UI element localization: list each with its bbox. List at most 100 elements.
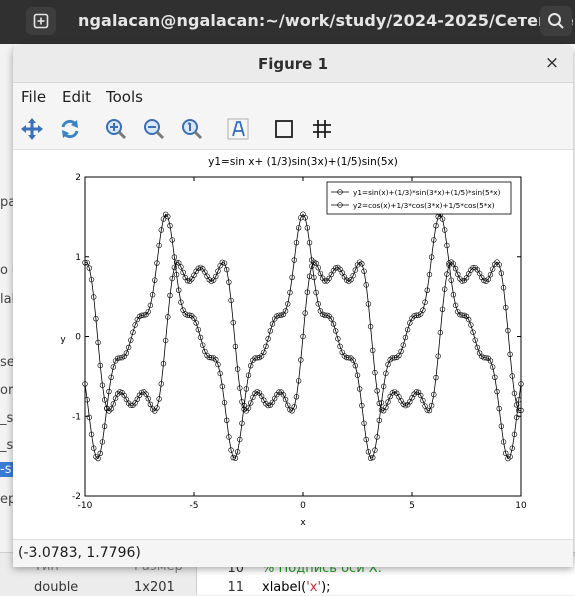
search-icon [548, 13, 564, 29]
data-point [470, 329, 476, 335]
legend-label: y2=cos(x)+1/3*cos(3*x)+1/5*cos(5*x) [353, 201, 495, 210]
data-point [165, 213, 171, 220]
data-point [91, 294, 97, 300]
pan-button[interactable] [19, 116, 45, 142]
data-point [346, 355, 352, 361]
figure-toolbar [13, 109, 573, 150]
data-point [145, 395, 151, 402]
data-point [171, 264, 178, 271]
data-point [474, 344, 481, 351]
text-tool-button[interactable] [225, 116, 251, 142]
data-point [376, 417, 382, 424]
data-point [232, 455, 239, 461]
y-axis-label: y [60, 335, 66, 345]
plot-canvas[interactable]: y1=sin x+ (1/3)sin(3x)+(1/5)sin(5x) -10-… [13, 150, 573, 538]
data-point [354, 372, 361, 378]
data-point [261, 349, 267, 355]
data-point [309, 257, 315, 263]
data-point [91, 445, 97, 451]
data-point [483, 355, 489, 361]
status-bar: (-3.0783, 1.7796) [13, 539, 573, 567]
data-point [169, 275, 175, 282]
back-fragment-selected[interactable]: -s [0, 462, 14, 477]
data-point [435, 353, 441, 359]
data-point [372, 369, 378, 376]
grid-icon [313, 120, 331, 138]
data-point [389, 355, 396, 361]
figure-titlebar[interactable]: Figure 1 × [13, 45, 573, 83]
data-point [302, 310, 308, 316]
zoom-reset-button[interactable] [179, 116, 205, 142]
data-point [359, 261, 365, 267]
back-fragment: о ф [0, 263, 14, 278]
data-point [193, 320, 199, 326]
data-point [108, 406, 114, 412]
data-point [95, 339, 101, 346]
zoom-in-button[interactable] [103, 116, 129, 142]
data-point [282, 308, 289, 314]
data-point [361, 268, 367, 274]
data-point [101, 423, 108, 429]
back-fragment: _s [0, 438, 14, 453]
axes-box-button[interactable] [271, 116, 297, 142]
data-point [365, 449, 372, 455]
data-point [252, 355, 258, 361]
back-fragment: ер [0, 492, 14, 507]
data-point [123, 350, 130, 356]
y-tick-label: 2 [75, 173, 81, 183]
data-point [84, 259, 90, 266]
terminal-search-button[interactable] [540, 6, 572, 36]
data-point [295, 378, 302, 384]
back-fragment: _s [0, 411, 14, 426]
new-tab-button[interactable] [26, 7, 56, 35]
data-point [156, 396, 162, 402]
data-point [263, 343, 269, 350]
menu-edit[interactable]: Edit [62, 88, 92, 106]
zoom-out-button[interactable] [141, 116, 167, 142]
zoom-out-icon [144, 119, 165, 140]
data-point [234, 449, 241, 455]
close-button[interactable]: × [541, 52, 563, 74]
data-point [213, 356, 219, 363]
data-point [494, 388, 500, 395]
data-point [276, 389, 282, 395]
data-point [472, 337, 478, 343]
data-point [383, 404, 389, 411]
data-point [322, 312, 328, 318]
data-point [298, 357, 304, 363]
rotate-button[interactable] [57, 116, 83, 142]
data-point [104, 405, 110, 412]
data-point [226, 434, 232, 440]
data-point [160, 361, 167, 367]
series-line [85, 261, 521, 412]
data-point [402, 334, 409, 341]
plot-area[interactable]: y1=sin x+ (1/3)sin(3x)+(1/5)sin(5x) -10-… [13, 150, 573, 538]
menu-file[interactable]: File [21, 88, 47, 106]
data-point [433, 222, 439, 229]
data-point [350, 357, 356, 363]
data-point [265, 402, 271, 409]
grid-toggle-button[interactable] [309, 116, 335, 142]
data-point [128, 337, 134, 343]
data-point [437, 329, 444, 336]
data-point [426, 271, 433, 278]
data-point [426, 407, 433, 414]
back-fragment: раз [0, 195, 14, 210]
data-point [363, 282, 369, 288]
data-point [289, 274, 295, 281]
data-point [180, 269, 186, 276]
data-point [383, 370, 389, 377]
menu-tools[interactable]: Tools [106, 88, 143, 106]
data-point [291, 404, 297, 410]
code-line[interactable]: xlabel('x'); [262, 580, 331, 595]
text-icon [227, 118, 249, 140]
data-point [431, 237, 437, 243]
data-point [304, 225, 311, 231]
data-point [215, 361, 221, 368]
code-string: 'x' [306, 580, 322, 595]
data-point [418, 392, 424, 399]
data-point [396, 352, 402, 359]
data-point [93, 316, 99, 322]
data-point [285, 402, 291, 408]
data-point [243, 386, 250, 392]
